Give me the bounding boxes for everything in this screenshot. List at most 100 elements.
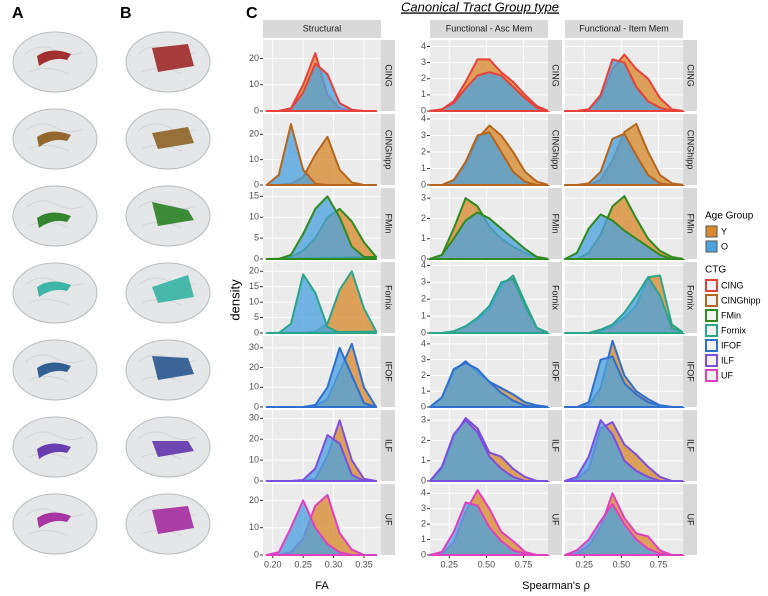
- y-tick-label: 0: [421, 327, 426, 337]
- tract: [152, 202, 194, 226]
- legend-label: ILF: [721, 355, 735, 365]
- strip: [430, 20, 548, 38]
- strip-label: ILF: [686, 439, 696, 453]
- strip: [381, 410, 395, 481]
- y-tick-label: 15: [249, 191, 259, 201]
- y-tick-label: 1: [421, 310, 426, 320]
- strip: [548, 410, 562, 481]
- strip: [548, 336, 562, 407]
- density-area: [564, 276, 685, 334]
- strip: [565, 20, 683, 38]
- legend-swatch: [705, 225, 718, 238]
- density-area: [429, 361, 550, 408]
- strip-label: Fornix: [551, 285, 561, 311]
- y-tick-label: 0: [421, 475, 426, 485]
- strip: [548, 484, 562, 555]
- y-tick-label: 0: [254, 105, 259, 115]
- brain-fold: [24, 508, 84, 537]
- brain-fold: [24, 123, 84, 152]
- y-tick-label: 10: [249, 212, 259, 222]
- density-area: [564, 419, 685, 482]
- x-tick-label: 0.30: [325, 559, 343, 569]
- tract: [152, 356, 194, 380]
- y-tick-label: 10: [249, 297, 259, 307]
- strip-label: CINGhipp: [551, 130, 561, 170]
- strip-label: IFOF: [384, 361, 394, 382]
- strip-label: ILF: [551, 439, 561, 453]
- strip-label: Fornix: [384, 285, 394, 311]
- y-tick-label: 3: [421, 130, 426, 140]
- chart-title: Canonical Tract Group type: [401, 0, 559, 14]
- strip: [683, 336, 697, 407]
- y-tick-label: 3: [421, 354, 426, 364]
- strip-label: UF: [551, 514, 561, 526]
- y-tick-label: 2: [421, 213, 426, 223]
- tract: [152, 44, 194, 72]
- y-tick-label: 2: [421, 370, 426, 380]
- strip-label: FMin: [384, 214, 394, 234]
- density-area: [429, 419, 550, 482]
- strip-label: CING: [384, 64, 394, 87]
- legend-swatch: [705, 309, 718, 322]
- y-tick-label: 0: [421, 401, 426, 411]
- strip-label: CINGhipp: [686, 130, 696, 170]
- y-tick-label: 2: [421, 435, 426, 445]
- brain-fold: [24, 354, 84, 383]
- y-tick-label: 3: [421, 415, 426, 425]
- tract: [37, 512, 71, 528]
- y-tick-label: 20: [249, 495, 259, 505]
- x-axis-title: Spearman's ρ: [522, 580, 590, 592]
- y-tick-label: 20: [249, 53, 259, 63]
- panel-label: A: [12, 5, 24, 22]
- y-tick-label: 1: [421, 386, 426, 396]
- y-tick-label: 5: [254, 312, 259, 322]
- y-tick-label: 1: [421, 534, 426, 544]
- y-tick-label: 3: [421, 277, 426, 287]
- density-area: [265, 195, 378, 260]
- legend-swatch: [705, 240, 718, 253]
- x-tick-label: 0.75: [515, 559, 533, 569]
- strip: [381, 188, 395, 259]
- y-tick-label: 20: [249, 266, 259, 276]
- y-tick-label: 2: [421, 73, 426, 83]
- strip: [381, 336, 395, 407]
- strip-label: Structural: [303, 23, 342, 33]
- density-area: [265, 346, 378, 408]
- y-tick-label: 10: [249, 522, 259, 532]
- y-tick-label: 3: [421, 57, 426, 67]
- tract: [37, 50, 71, 66]
- strip: [381, 262, 395, 333]
- strip-label: FMin: [551, 214, 561, 234]
- y-axis-title: density: [227, 279, 242, 321]
- strip: [683, 410, 697, 481]
- density-area: [429, 211, 550, 260]
- y-tick-label: 5: [254, 232, 259, 242]
- y-tick-label: 15: [249, 281, 259, 291]
- strip: [683, 114, 697, 185]
- density-area: [265, 62, 378, 112]
- y-tick-label: 0: [254, 327, 259, 337]
- y-tick-label: 4: [421, 260, 426, 270]
- y-tick-label: 0: [254, 549, 259, 559]
- y-tick-label: 0: [254, 475, 259, 485]
- legend-swatch: [705, 339, 718, 352]
- y-tick-label: 0: [421, 253, 426, 263]
- strip: [381, 40, 395, 111]
- brain: [12, 262, 98, 324]
- x-tick-label: 0.25: [441, 559, 459, 569]
- x-tick-label: 0.25: [576, 559, 594, 569]
- legend-title: Age Group: [705, 211, 754, 222]
- y-tick-label: 0: [421, 105, 426, 115]
- density-area: [429, 501, 550, 556]
- strip: [683, 262, 697, 333]
- strip: [548, 262, 562, 333]
- strip-label: CING: [686, 64, 696, 87]
- tract: [37, 362, 71, 378]
- strip: [381, 484, 395, 555]
- y-tick-label: 10: [249, 79, 259, 89]
- strip-label: ILF: [384, 439, 394, 453]
- y-tick-label: 4: [421, 41, 426, 51]
- y-tick-label: 10: [249, 382, 259, 392]
- density-area: [429, 131, 550, 186]
- tract: [37, 443, 71, 459]
